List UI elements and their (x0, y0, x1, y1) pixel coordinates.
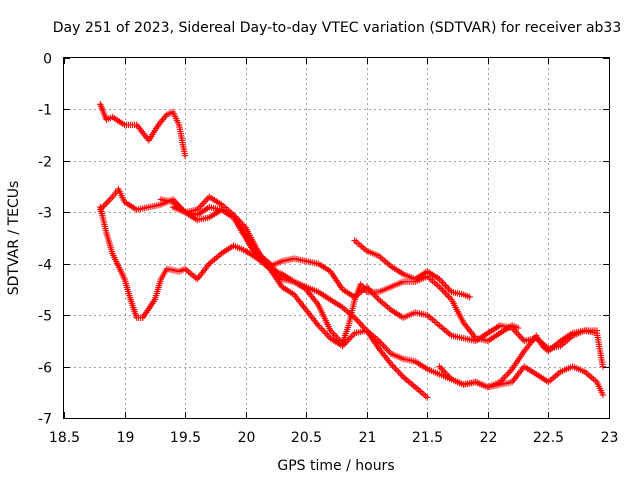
x-tick-label: 20 (238, 430, 256, 446)
x-tick-label: 22 (480, 430, 498, 446)
y-tick-label: -4 (38, 258, 52, 274)
x-tick-label: 21.5 (412, 430, 443, 446)
x-tick-label: 20.5 (291, 430, 322, 446)
chart-title: Day 251 of 2023, Sidereal Day-to-day VTE… (53, 20, 622, 36)
series-markers (97, 185, 522, 347)
x-tick-label: 22.5 (533, 430, 564, 446)
series-markers (351, 237, 473, 301)
y-tick-label: -1 (38, 103, 52, 119)
y-tick-label: -6 (38, 361, 52, 377)
y-axis-label: SDTVAR / TECUs (6, 181, 22, 296)
series-track-6 (351, 237, 473, 301)
x-tick-label: 19.5 (170, 430, 201, 446)
y-tick-label: -2 (38, 155, 52, 171)
x-tick-label: 19 (117, 430, 135, 446)
data-series (97, 101, 607, 401)
x-tick-label: 23 (601, 430, 619, 446)
grid (64, 58, 609, 418)
series-markers (169, 203, 431, 401)
plot-frame (63, 57, 610, 419)
x-tick-label: 21 (359, 430, 377, 446)
series-track-1 (97, 101, 189, 159)
x-axis-label: GPS time / hours (277, 458, 394, 474)
y-tick-label: 0 (43, 52, 52, 68)
x-tick-label: 18.5 (49, 430, 80, 446)
series-track-3 (97, 185, 522, 347)
series-markers (436, 363, 607, 399)
y-tick-label: -3 (38, 206, 52, 222)
axes: 18.5 19 19.5 20 20.5 21 21.5 22 22.5 23 0 -1 -2 -3 -4 -… (38, 52, 618, 447)
series-markers (97, 101, 189, 159)
y-tick-label: -5 (38, 309, 52, 325)
series-track-5 (169, 203, 431, 401)
y-tick-label: -7 (38, 412, 52, 428)
series-track-7 (436, 363, 607, 399)
